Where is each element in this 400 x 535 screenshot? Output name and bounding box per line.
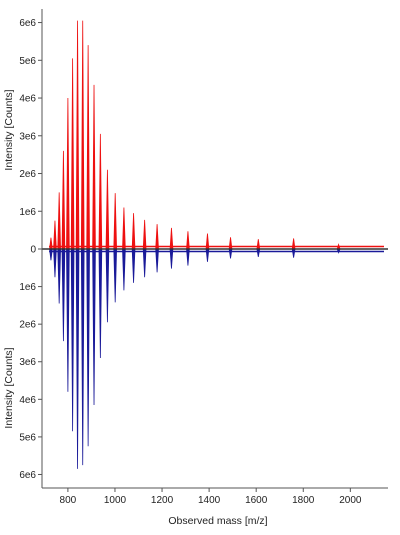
y-tick-label-bottom: 2e6 [19,320,36,331]
peak [75,20,80,250]
peak [142,219,147,250]
peak [53,220,57,250]
y-tick-label-top: 5e6 [19,56,36,67]
y-axis-title-top: Intensity [Counts] [3,89,15,170]
peak [92,248,96,405]
peak [113,248,118,303]
peak [291,248,296,258]
peak [113,193,118,250]
x-axis-title: Observed mass [m/z] [168,515,267,527]
y-tick-label-top: 4e6 [19,94,36,105]
peak [80,20,85,250]
peak [70,58,75,250]
peak [105,169,110,250]
peak [92,84,96,250]
y-tick-label-bottom: 5e6 [19,432,36,443]
peak [155,248,159,273]
peak [131,248,136,283]
x-tick-label: 1400 [198,495,221,506]
peak [57,248,61,304]
peak [61,248,66,342]
peak [256,248,261,257]
series-bottom [49,248,384,469]
peak [131,213,136,250]
y-tick-label-bottom: 3e6 [19,357,36,368]
x-tick-label: 1200 [151,495,174,506]
peak [66,98,70,250]
peak [49,237,53,250]
y-axis-title-bottom: Intensity [Counts] [3,347,15,428]
y-tick-label-top: 2e6 [19,169,36,180]
peak [122,248,126,291]
x-tick-label: 1000 [104,495,127,506]
peak [70,248,75,432]
peak [142,248,147,278]
peak [256,239,261,250]
peak [53,248,57,278]
y-tick-label-top: 6e6 [19,18,36,29]
marks-layer [49,20,384,469]
peak [291,238,296,250]
peak [98,248,103,358]
peak [61,150,66,250]
y-tick-label-bottom: 4e6 [19,395,36,406]
peak [86,248,90,447]
peak [57,192,61,250]
peak [80,248,85,466]
peak [66,248,70,392]
peak [228,248,233,259]
peak [86,45,90,250]
x-tick-label: 800 [60,495,77,506]
peak [122,207,126,250]
peak [155,224,159,250]
peak [98,133,103,250]
peak [49,248,53,261]
x-tick-label: 2000 [339,495,362,506]
y-tick-label-bottom: 6e6 [19,470,36,481]
y-tick-label-bottom: 1e6 [19,282,36,293]
peak [105,248,110,323]
peak [75,248,80,469]
axes-layer: 1e6 2e6 3e6 4e6 5e6 6e6 0 1e6 2e6 3e6 4e6 5e6 6e6 800… [19,9,388,506]
series-top [49,20,384,250]
y-tick-label-bottom: 0 [30,245,36,256]
x-tick-label: 1600 [245,495,268,506]
x-tick-label: 1800 [292,495,315,506]
y-tick-label-top: 3e6 [19,131,36,142]
y-tick-label-top: 1e6 [19,207,36,218]
